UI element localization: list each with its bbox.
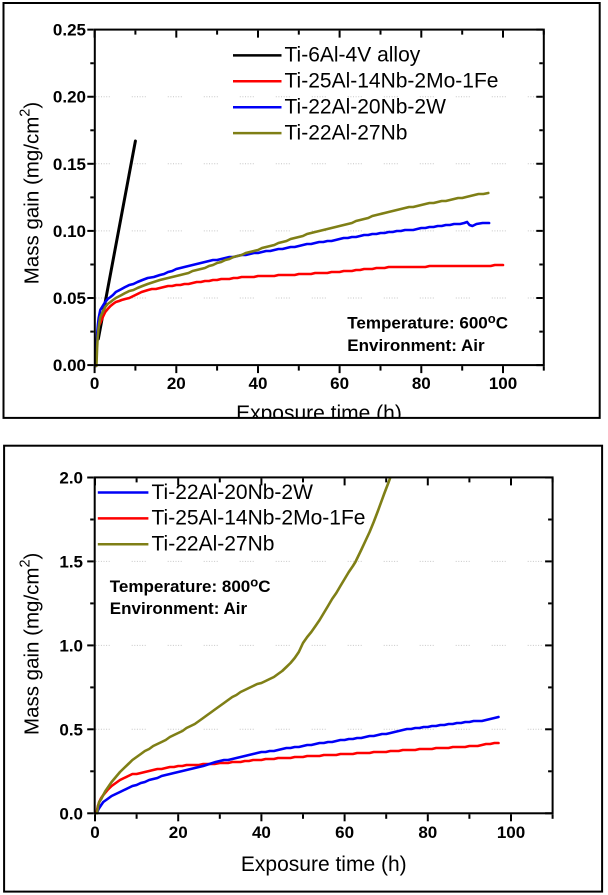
svg-text:Ti-25Al-14Nb-2Mo-1Fe: Ti-25Al-14Nb-2Mo-1Fe — [152, 507, 366, 530]
svg-text:60: 60 — [330, 374, 349, 393]
svg-text:0: 0 — [90, 823, 99, 842]
svg-text:Ti-6Al-4V alloy: Ti-6Al-4V alloy — [285, 44, 421, 67]
svg-text:2.0: 2.0 — [59, 469, 83, 488]
svg-text:Exposure time (h): Exposure time (h) — [236, 402, 402, 425]
svg-text:Mass gain (mg/cm2): Mass gain (mg/cm2) — [18, 553, 44, 735]
svg-text:Ti-22Al-27Nb: Ti-22Al-27Nb — [285, 121, 408, 144]
svg-text:20: 20 — [167, 374, 186, 393]
svg-text:Ti-22Al-27Nb: Ti-22Al-27Nb — [152, 533, 275, 556]
svg-text:40: 40 — [252, 823, 271, 842]
svg-text:100: 100 — [497, 823, 525, 842]
svg-text:Environment: Air: Environment: Air — [110, 599, 248, 618]
svg-text:Ti-25Al-14Nb-2Mo-1Fe: Ti-25Al-14Nb-2Mo-1Fe — [285, 70, 499, 93]
svg-text:60: 60 — [335, 823, 354, 842]
svg-text:Exposure time (h): Exposure time (h) — [241, 853, 407, 876]
svg-text:Temperature: 800oC: Temperature: 800oC — [110, 574, 271, 596]
svg-text:0.00: 0.00 — [53, 356, 86, 375]
svg-text:Ti-22Al-20Nb-2W: Ti-22Al-20Nb-2W — [152, 481, 314, 504]
svg-text:20: 20 — [169, 823, 188, 842]
svg-text:0.05: 0.05 — [53, 289, 86, 308]
svg-text:0.5: 0.5 — [59, 720, 83, 739]
svg-text:0.10: 0.10 — [53, 222, 86, 241]
svg-text:1.5: 1.5 — [59, 552, 83, 571]
svg-text:0: 0 — [90, 374, 99, 393]
svg-text:Mass gain (mg/cm2): Mass gain (mg/cm2) — [18, 102, 44, 284]
svg-text:Ti-22Al-20Nb-2W: Ti-22Al-20Nb-2W — [285, 96, 447, 119]
svg-text:0.0: 0.0 — [59, 804, 83, 823]
svg-text:1.0: 1.0 — [59, 636, 83, 655]
svg-text:Temperature: 600oC: Temperature: 600oC — [347, 311, 508, 333]
svg-text:80: 80 — [418, 823, 437, 842]
svg-text:80: 80 — [412, 374, 431, 393]
svg-text:0.25: 0.25 — [53, 21, 86, 40]
svg-text:100: 100 — [489, 374, 517, 393]
svg-text:0.20: 0.20 — [53, 88, 86, 107]
svg-text:0.15: 0.15 — [53, 155, 86, 174]
svg-text:Environment: Air: Environment: Air — [347, 336, 485, 355]
svg-text:40: 40 — [249, 374, 268, 393]
